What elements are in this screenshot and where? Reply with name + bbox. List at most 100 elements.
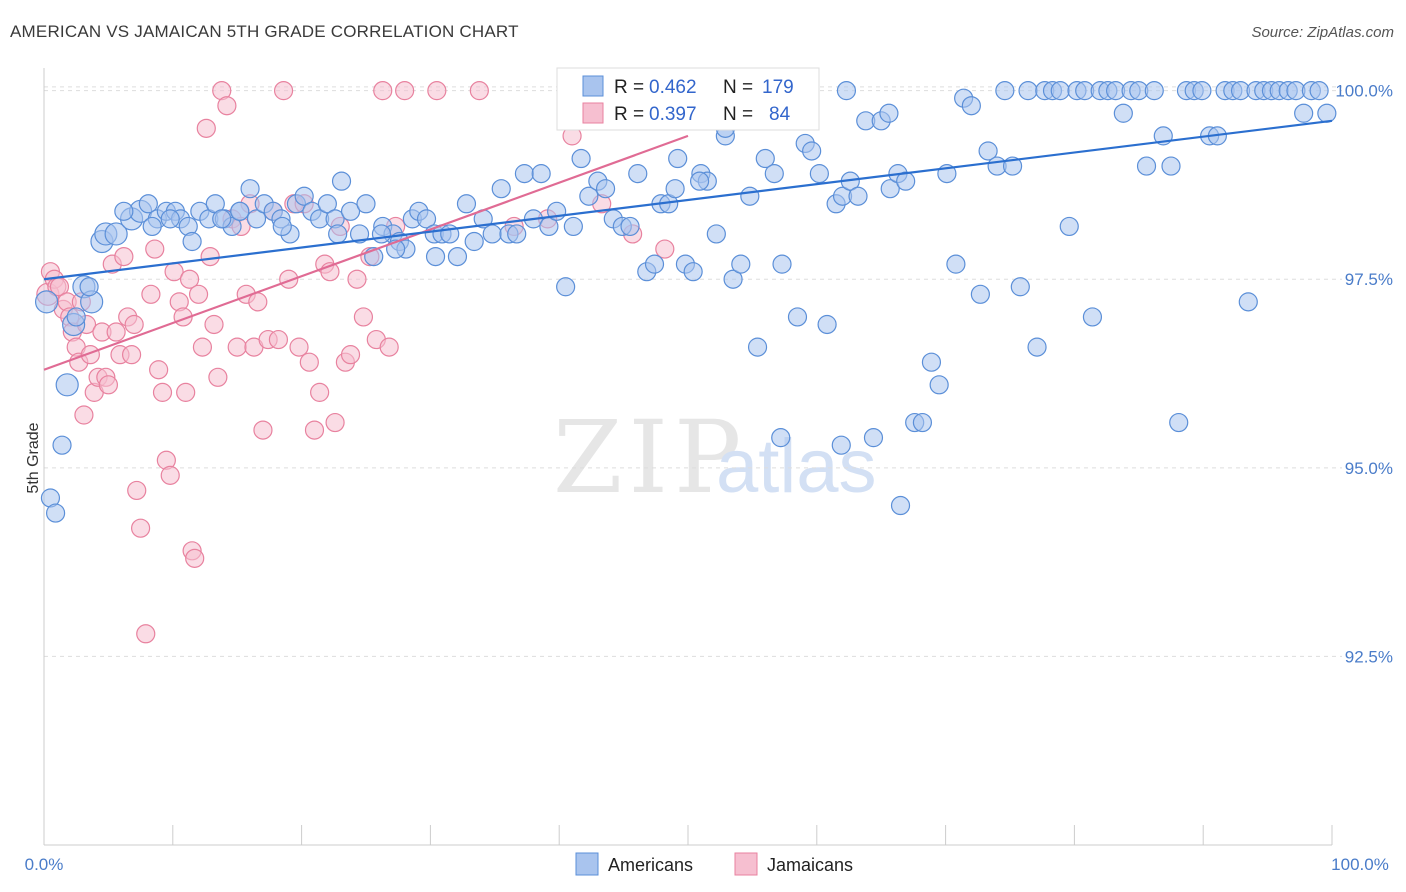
jamaicans-point [127,480,147,501]
jamaicans-point [152,382,173,402]
americans-point [1192,81,1212,101]
americans-point [66,307,86,327]
americans-point [961,96,981,116]
americans-point [978,141,998,161]
jamaicans-point [192,337,213,357]
jamaicans-trend-line [43,134,689,371]
americans-point [771,428,791,448]
jamaicans-point [114,246,134,267]
jamaicans-point [340,345,361,365]
americans-point [1018,81,1038,101]
americans-n-value: 179 [762,77,794,98]
americans-point [787,307,808,327]
jamaicans-r-value: 0.397 [649,104,697,125]
americans-point [890,495,911,516]
americans-point [879,103,899,123]
jamaicans-n-label: N = [723,104,753,125]
americans-point [230,201,250,221]
americans-point [929,375,949,395]
americans-point [531,164,551,184]
americans-point [809,164,829,184]
americans-point [79,277,99,297]
stats-legend: R = 0.462 N = 179 R = 0.397 N = 84 [556,67,820,131]
americans-point [1082,307,1103,327]
americans-point [912,412,933,433]
americans-point [731,254,751,274]
americans-point [644,254,665,274]
jamaicans-point [185,548,205,568]
americans-series-label: Americans [608,855,693,875]
jamaicans-point [469,81,489,101]
jamaicans-point [379,337,399,357]
americans-point [946,254,966,274]
jamaicans-point [427,81,447,101]
americans-point [571,148,591,169]
jamaicans-point [124,314,144,335]
x-tick-label-max: 100.0% [1331,855,1389,874]
americans-point [34,290,59,314]
americans-point [563,216,583,237]
y-tick-label: 100.0% [1335,82,1393,101]
americans-point [836,81,857,101]
americans-point [1027,337,1047,357]
jamaicans-point [188,284,209,304]
jamaicans-point [273,81,294,101]
jamaicans-point [279,269,299,289]
americans-point [142,216,162,237]
americans-point [425,246,446,267]
jamaicans-point [655,239,675,259]
americans-point [970,284,990,304]
americans-point [1050,81,1070,101]
americans-point [723,269,743,289]
americans-points [34,81,1337,523]
americans-legend-swatch [582,75,604,97]
americans-point [689,171,710,191]
americans-point [514,164,535,184]
americans-n-label: N = [723,77,753,98]
americans-point [212,209,232,229]
americans-point [1294,103,1314,123]
jamaicans-point [353,307,374,327]
jamaicans-point [347,269,367,289]
americans-point [772,254,792,274]
americans-trend-line [43,119,1333,281]
jamaicans-point [395,81,415,101]
americans-point [114,201,134,221]
jamaicans-legend-swatch [582,102,604,124]
jamaicans-point [121,345,142,365]
americans-point [1144,81,1164,101]
jamaicans-point [208,367,228,387]
jamaicans-point [325,412,345,433]
americans-point [55,373,79,397]
jamaicans-point [217,96,237,116]
chart-source: Source: ZipAtlas.com [1251,24,1394,41]
americans-point [45,503,66,523]
jamaicans-point [98,375,119,395]
americans-point [848,186,868,206]
americans-point [482,224,502,244]
watermark-zip: ZIP [553,399,747,516]
americans-point [491,179,511,199]
americans-point [764,164,784,184]
jamaicans-point [149,360,169,380]
americans-point [160,209,180,229]
americans-point [817,314,837,335]
americans-point [628,164,648,184]
americans-point [740,186,760,206]
jamaicans-point [136,624,156,644]
americans-point [595,179,616,199]
jamaicans-r-label: R = [614,104,644,125]
americans-point [507,224,527,244]
jamaicans-point [310,382,330,402]
watermark-atlas: atlas [716,424,877,509]
americans-point [456,194,477,214]
jamaicans-point [106,322,126,342]
y-axis-title: 5th Grade [25,422,42,493]
jamaicans-point [289,337,309,357]
y-axis-tick-labels: 92.5% 95.0% 97.5% 100.0% [1335,82,1393,667]
americans-point [921,352,942,372]
americans-point [1161,156,1181,176]
americans-point [331,171,352,191]
americans-point [668,148,688,169]
